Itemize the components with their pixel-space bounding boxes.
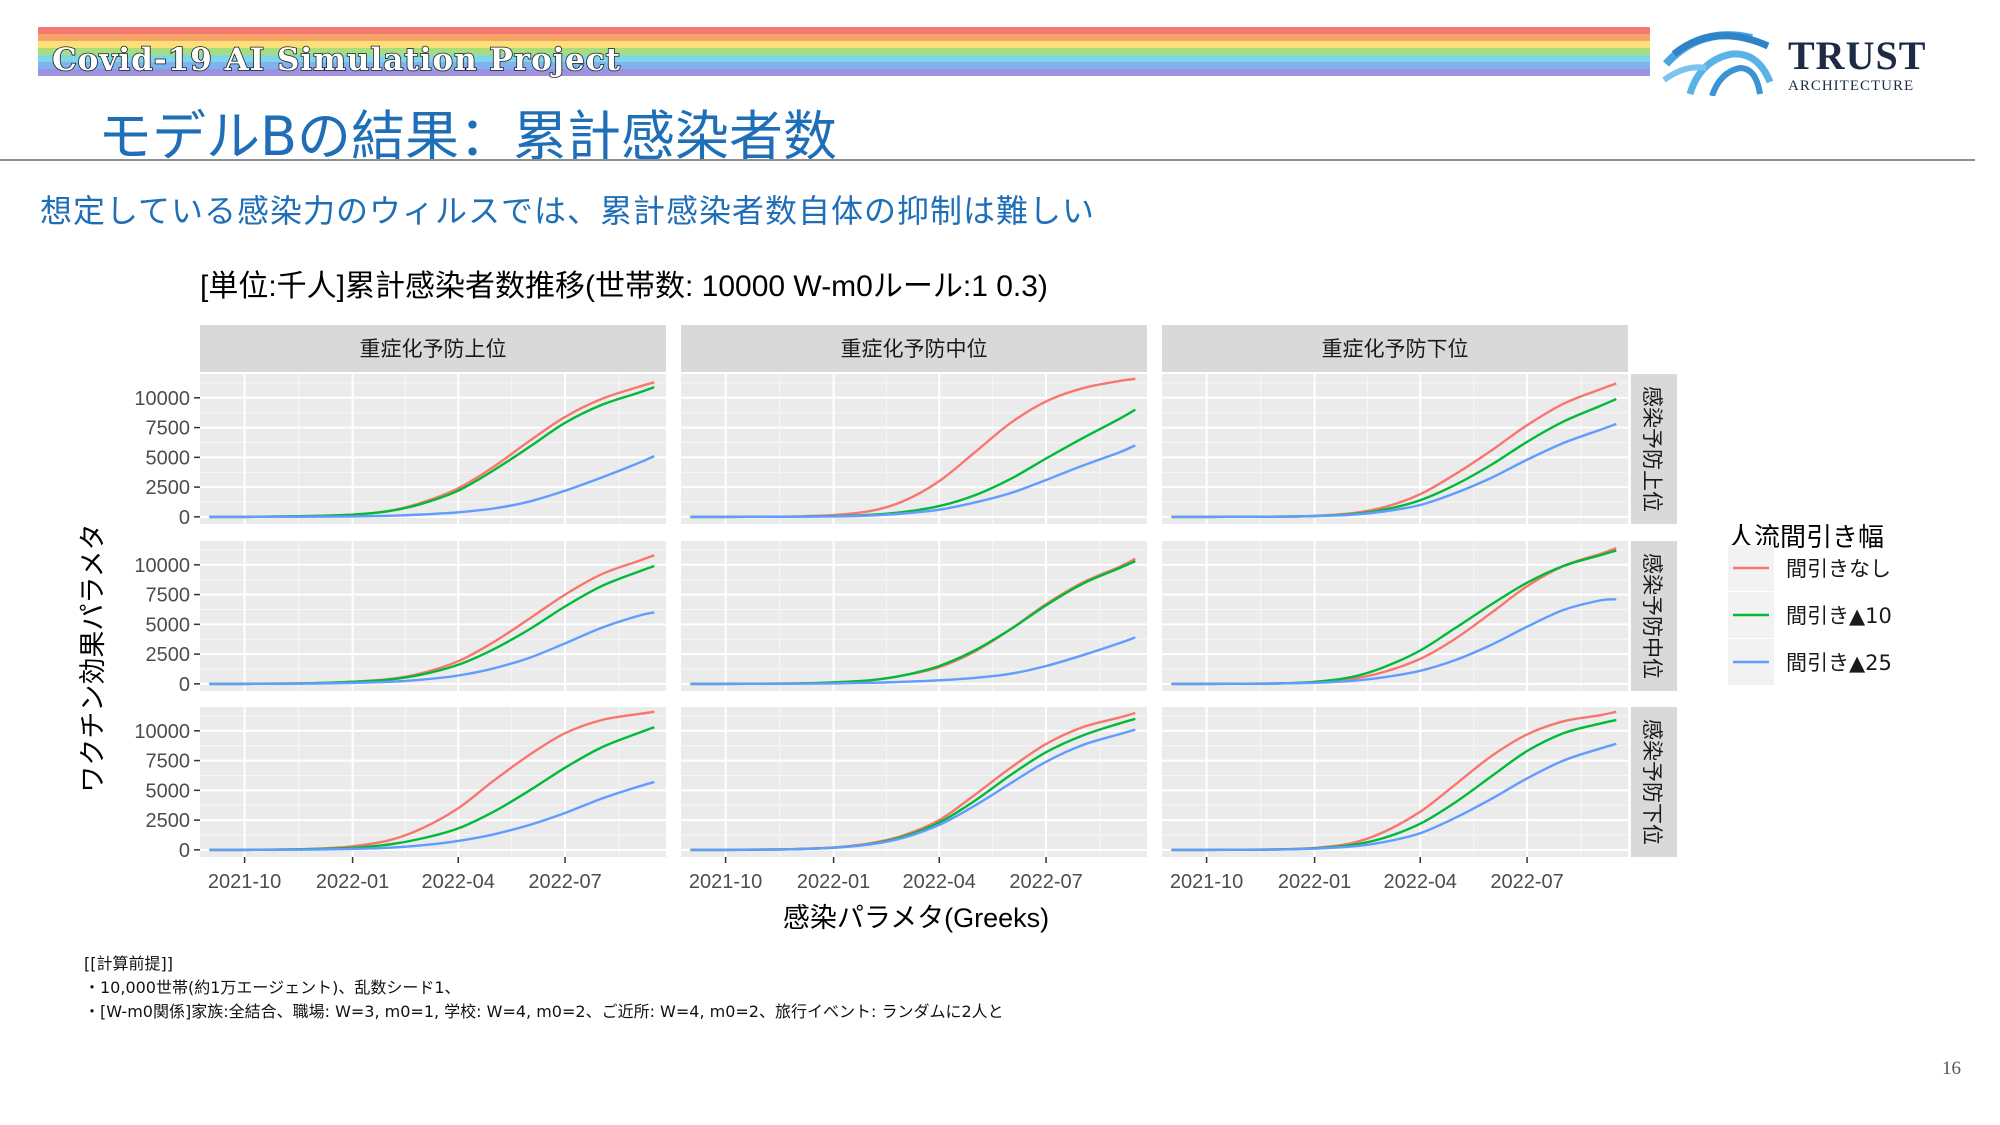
note-line: ・[W-m0関係]家族:全結合、職場: W=3, m0=1, 学校: W=4, … xyxy=(84,1002,1004,1021)
x-tick-label: 2022-07 xyxy=(1490,871,1563,893)
title-divider xyxy=(0,159,1975,161)
x-tick-label: 2022-07 xyxy=(1009,871,1082,893)
facet-strip-row xyxy=(1631,707,1677,857)
facet-strip-row xyxy=(1631,374,1677,524)
facet-strip-label: 感染予防上位 xyxy=(1640,386,1664,512)
y-tick-label: 10000 xyxy=(134,721,190,743)
facet-strip-label: 重症化予防上位 xyxy=(360,337,507,361)
page-number: 16 xyxy=(1942,1058,1961,1079)
rainbow-stripe xyxy=(38,27,1650,34)
y-tick-label: 2500 xyxy=(146,810,191,832)
series-line xyxy=(209,454,655,519)
facet-strip-label: 重症化予防中位 xyxy=(841,337,988,361)
banner-title: Covid-19 AI Simulation Project xyxy=(51,41,621,79)
logo-wordmark: TRUST xyxy=(1788,33,1927,78)
logo-mark-icon xyxy=(1662,31,1774,98)
x-axis-title: 感染パラメタ(Greeks) xyxy=(783,903,1049,933)
x-tick-label: 2022-01 xyxy=(1278,871,1351,893)
note-line: [[計算前提]] xyxy=(84,954,173,973)
facet-strip-row xyxy=(1631,541,1677,691)
legend-label: 間引き▲10 xyxy=(1786,604,1892,628)
rainbow-stripe xyxy=(38,48,1650,55)
chart-title: [単位:千人]累計感染者数推移(世帯数: 10000 W-m0ルール:1 0.3… xyxy=(200,270,1048,303)
x-tick-label: 2021-10 xyxy=(689,871,762,893)
series-line xyxy=(690,444,1136,519)
rainbow-stripe xyxy=(38,62,1650,69)
panel-background xyxy=(200,541,666,691)
y-tick-label: 2500 xyxy=(146,644,191,666)
facet-panel xyxy=(681,374,1147,524)
series-line xyxy=(690,728,1136,852)
facet-panel xyxy=(200,541,666,691)
note-line: ・10,000世帯(約1万エージェント)、乱数シード1、 xyxy=(84,978,461,997)
series-line xyxy=(1171,742,1617,852)
facet-panel xyxy=(200,374,666,524)
y-tick-label: 7500 xyxy=(146,418,191,440)
series-line xyxy=(209,611,655,686)
series-line xyxy=(209,780,655,852)
facet-strip-label: 感染予防下位 xyxy=(1640,719,1664,845)
x-tick-label: 2022-04 xyxy=(903,871,976,893)
series-line xyxy=(690,636,1136,686)
x-tick-label: 2021-10 xyxy=(208,871,281,893)
y-tick-label: 5000 xyxy=(146,614,191,636)
y-axis-title: ワクチン効果パラメタ xyxy=(78,523,109,792)
facet-strip-column xyxy=(1162,325,1628,372)
rainbow-stripe xyxy=(38,55,1650,62)
x-tick-label: 2022-04 xyxy=(422,871,495,893)
legend-label: 間引きなし xyxy=(1786,557,1891,581)
y-tick-label: 0 xyxy=(179,507,190,529)
y-tick-label: 0 xyxy=(179,674,190,696)
legend-label: 間引き▲25 xyxy=(1786,651,1892,675)
logo-subtext: ARCHITECTURE xyxy=(1788,78,1915,94)
x-tick-label: 2021-10 xyxy=(1170,871,1243,893)
y-tick-label: 7500 xyxy=(146,751,191,773)
y-tick-label: 10000 xyxy=(134,388,190,410)
facet-strip-column xyxy=(200,325,666,372)
facet-panel xyxy=(681,707,1147,857)
y-tick-label: 5000 xyxy=(146,447,191,469)
facet-strip-label: 感染予防中位 xyxy=(1640,553,1664,679)
panel-background xyxy=(681,374,1147,524)
facet-panel xyxy=(681,541,1147,691)
facet-panel xyxy=(1162,707,1628,857)
x-tick-label: 2022-07 xyxy=(528,871,601,893)
y-tick-label: 2500 xyxy=(146,477,191,499)
rainbow-stripe xyxy=(38,41,1650,48)
series-line xyxy=(1171,598,1617,686)
rainbow-stripe xyxy=(38,34,1650,41)
y-tick-label: 7500 xyxy=(146,585,191,607)
facet-strip-label: 重症化予防下位 xyxy=(1322,337,1469,361)
rainbow-stripe xyxy=(38,69,1650,76)
y-tick-label: 5000 xyxy=(146,780,191,802)
panel-background xyxy=(200,707,666,857)
x-tick-label: 2022-01 xyxy=(797,871,870,893)
facet-panel xyxy=(1162,541,1628,691)
facet-panel xyxy=(200,707,666,857)
page-title: モデルBの結果：累計感染者数 xyxy=(98,105,838,168)
facet-panel xyxy=(1162,374,1628,524)
panel-background xyxy=(681,541,1147,691)
y-tick-label: 0 xyxy=(179,840,190,862)
calculation-notes: [[計算前提]] ・10,000世帯(約1万エージェント)、乱数シード1、 ・[… xyxy=(84,952,1004,1024)
x-tick-label: 2022-01 xyxy=(316,871,389,893)
facet-strip-column xyxy=(681,325,1147,372)
x-tick-label: 2022-04 xyxy=(1384,871,1457,893)
page-subtitle: 想定している感染力のウィルスでは、累計感染者数自体の抑制は難しい xyxy=(40,192,1096,230)
series-line xyxy=(1171,422,1617,519)
trust-architecture-logo: TRUST ARCHITECTURE xyxy=(1660,24,1970,98)
panel-background xyxy=(1162,707,1628,857)
y-tick-label: 10000 xyxy=(134,555,190,577)
